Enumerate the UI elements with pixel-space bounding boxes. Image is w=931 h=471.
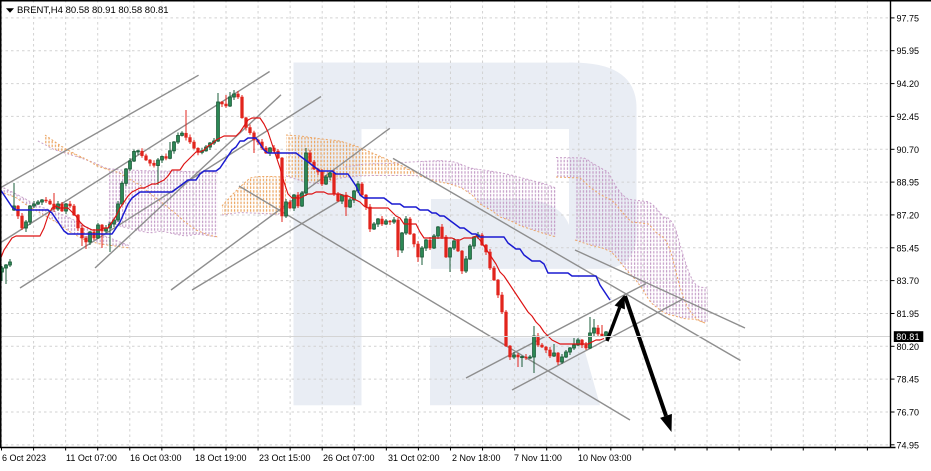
svg-text:80.20: 80.20 xyxy=(897,342,920,352)
svg-text:7 Nov 11:00: 7 Nov 11:00 xyxy=(514,453,562,463)
svg-text:92.45: 92.45 xyxy=(897,112,920,122)
svg-text:90.70: 90.70 xyxy=(897,145,920,155)
svg-text:87.20: 87.20 xyxy=(897,210,920,220)
svg-text:85.45: 85.45 xyxy=(897,243,920,253)
svg-text:81.95: 81.95 xyxy=(897,309,920,319)
svg-text:74.95: 74.95 xyxy=(897,440,920,450)
svg-text:83.70: 83.70 xyxy=(897,276,920,286)
svg-text:10 Nov 03:00: 10 Nov 03:00 xyxy=(578,453,632,463)
svg-text:76.70: 76.70 xyxy=(897,408,920,418)
svg-text:94.20: 94.20 xyxy=(897,79,920,89)
svg-text:95.95: 95.95 xyxy=(897,46,920,56)
svg-text:80.81: 80.81 xyxy=(896,332,920,342)
svg-text:23 Oct 15:00: 23 Oct 15:00 xyxy=(259,453,311,463)
svg-text:11 Oct 07:00: 11 Oct 07:00 xyxy=(66,453,117,463)
svg-text:18 Oct 19:00: 18 Oct 19:00 xyxy=(195,453,247,463)
svg-text:BRENT,H4 80.58 80.91 80.58 80: BRENT,H4 80.58 80.91 80.58 80.81 xyxy=(17,5,169,16)
svg-text:78.45: 78.45 xyxy=(897,375,920,385)
svg-text:16 Oct 03:00: 16 Oct 03:00 xyxy=(130,453,182,463)
svg-text:97.75: 97.75 xyxy=(897,13,920,23)
svg-text:26 Oct 07:00: 26 Oct 07:00 xyxy=(323,453,375,463)
svg-text:31 Oct 02:00: 31 Oct 02:00 xyxy=(388,453,440,463)
svg-text:6 Oct 2023: 6 Oct 2023 xyxy=(2,453,46,463)
svg-text:88.95: 88.95 xyxy=(897,178,920,188)
svg-text:2 Nov 18:00: 2 Nov 18:00 xyxy=(452,453,501,463)
